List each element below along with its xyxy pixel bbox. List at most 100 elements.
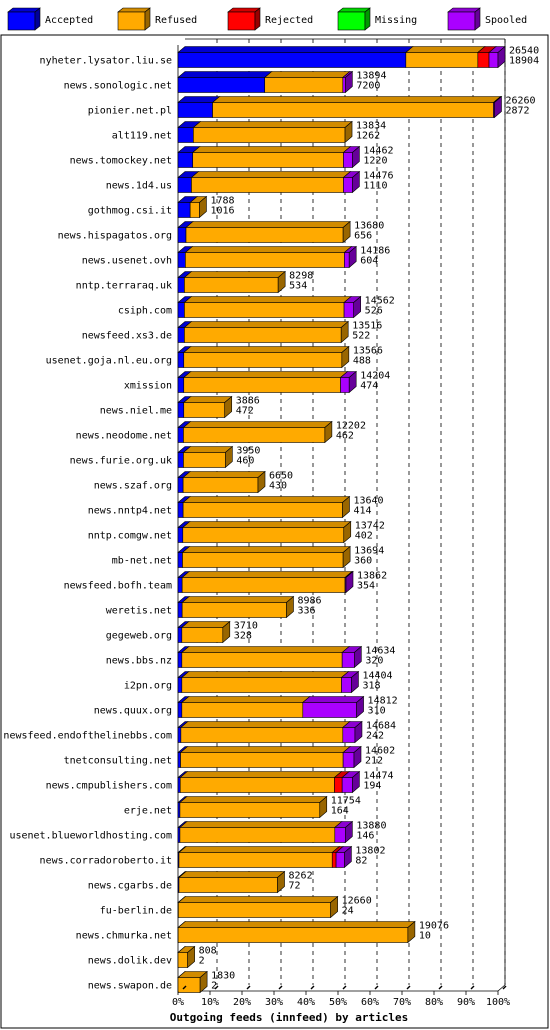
bar-segment-refused xyxy=(182,371,349,393)
value-accepted: 474 xyxy=(360,381,378,392)
x-tick-label: 40% xyxy=(297,997,315,1008)
bar-segment-refused xyxy=(182,345,350,369)
value-offered: 13694 xyxy=(354,546,384,557)
value-accepted: 336 xyxy=(297,606,315,617)
category-label: nyheter.lysator.liu.se xyxy=(40,56,172,67)
value-accepted: 24 xyxy=(342,906,354,917)
bar-row-1 xyxy=(177,70,354,94)
legend-swatch-missing-top xyxy=(337,7,371,13)
legend-swatch-rejected xyxy=(227,11,256,31)
value-accepted: 2872 xyxy=(505,106,529,117)
bar-segment-refused xyxy=(177,970,208,994)
value-accepted: 656 xyxy=(354,231,372,242)
legend-swatch-rejected-top xyxy=(227,7,261,13)
category-label: news.furie.org.uk xyxy=(70,456,172,467)
value-accepted: 7200 xyxy=(356,81,380,92)
bar-row-2 xyxy=(177,95,503,119)
bar-segment-spooled xyxy=(341,70,354,94)
bar-row-17 xyxy=(177,470,266,494)
x-tick-mark-back xyxy=(406,985,411,990)
bar-segment-refused xyxy=(177,895,339,919)
value-offered: 26540 xyxy=(509,46,539,57)
category-label: usenet.goja.nl.eu.org xyxy=(46,356,172,367)
value-offered: 11754 xyxy=(331,796,361,807)
value-accepted: 2 xyxy=(199,956,205,967)
category-label: tnetconsulting.net xyxy=(64,756,172,767)
x-tick-mark-back xyxy=(278,985,283,990)
bar-segment-refused xyxy=(181,696,311,718)
value-accepted: 472 xyxy=(236,406,254,417)
x-axis: 0% 10% 20% 30% 40% 50% 60% 70% 80% 90% 100% xyxy=(172,985,510,1008)
category-label: newsfeed.xs3.de xyxy=(82,331,172,342)
legend-swatch-accepted-top xyxy=(7,7,41,13)
value-offered: 13834 xyxy=(356,121,386,132)
legend-swatch-missing xyxy=(337,11,366,31)
bar-segment-spooled xyxy=(341,770,361,794)
bar-row-9 xyxy=(177,270,286,294)
bar-segment-refused xyxy=(182,470,266,494)
value-offered: 8262 xyxy=(289,871,313,882)
category-label: news.nntp4.net xyxy=(88,506,172,517)
legend-swatch-spooled xyxy=(447,11,476,31)
legend-swatch-accepted-side xyxy=(34,7,41,31)
bar-segment-refused xyxy=(181,520,352,544)
value-accepted: 82 xyxy=(355,856,367,867)
category-label: news.corradoroberto.it xyxy=(40,856,172,867)
x-tick-mark-back xyxy=(182,985,187,990)
category-label: xmission xyxy=(124,381,172,392)
value-offered: 19076 xyxy=(419,921,449,932)
bar-row-13 xyxy=(177,370,358,394)
value-offered: 14812 xyxy=(368,696,398,707)
value-offered: 26260 xyxy=(505,96,535,107)
legend-swatch-refused xyxy=(117,11,146,31)
x-tick-label: 70% xyxy=(393,997,411,1008)
bar-segment-spooled xyxy=(333,820,354,844)
bar-row-8 xyxy=(177,245,358,269)
legend-swatch-rejected-side xyxy=(254,7,261,31)
x-tick-mark-back xyxy=(246,985,251,990)
x-tick-mark-back xyxy=(470,985,475,990)
legend-swatch-refused-side xyxy=(144,7,151,31)
bar-segment-spooled xyxy=(342,745,362,769)
x-tick-label: 100% xyxy=(486,997,510,1008)
category-label: news.dolik.dev xyxy=(88,956,172,967)
bars xyxy=(177,45,506,994)
bar-segment-refused xyxy=(180,721,351,743)
value-accepted: 2 xyxy=(211,981,217,992)
x-tick-label: 50% xyxy=(329,997,347,1008)
bar-segment-refused xyxy=(178,846,341,868)
bar-row-4 xyxy=(177,145,361,169)
legend-label-missing: Missing xyxy=(375,15,417,26)
value-accepted: 460 xyxy=(236,456,254,467)
category-label: news.1d4.us xyxy=(106,181,172,192)
legend-swatch-missing-side xyxy=(364,7,371,31)
bar-row-0 xyxy=(177,45,506,69)
category-label: newsfeed.endofthelinebbs.com xyxy=(3,731,172,742)
value-offered: 14404 xyxy=(362,671,392,682)
value-accepted: 10 xyxy=(419,931,431,942)
value-offered: 13566 xyxy=(353,346,383,357)
x-tick-label: 20% xyxy=(233,997,251,1008)
bar-segment-refused xyxy=(178,870,286,894)
bar-segment-refused xyxy=(179,771,343,793)
category-label: news.szaf.org xyxy=(94,481,172,492)
value-offered: 13640 xyxy=(353,496,383,507)
value-offered: 13862 xyxy=(357,571,387,582)
value-offered: 14204 xyxy=(360,371,390,382)
value-offered: 14462 xyxy=(363,146,393,157)
category-label: news.tomockey.net xyxy=(70,156,172,167)
bar-row-34 xyxy=(177,895,339,919)
value-accepted: 310 xyxy=(368,706,386,717)
value-offered: 14634 xyxy=(365,646,395,657)
value-accepted: 212 xyxy=(365,756,383,767)
x-axis-label: Outgoing feeds (innfeed) by articles xyxy=(170,1011,408,1024)
bar-segment-spooled xyxy=(343,245,358,269)
value-offered: 13894 xyxy=(356,71,386,82)
value-offered: 6650 xyxy=(269,471,293,482)
category-label: csiph.com xyxy=(118,306,172,317)
value-accepted: 320 xyxy=(365,656,383,667)
category-label: news.sonologic.net xyxy=(64,81,172,92)
value-offered: 12660 xyxy=(342,896,372,907)
floor-corner xyxy=(497,984,506,992)
